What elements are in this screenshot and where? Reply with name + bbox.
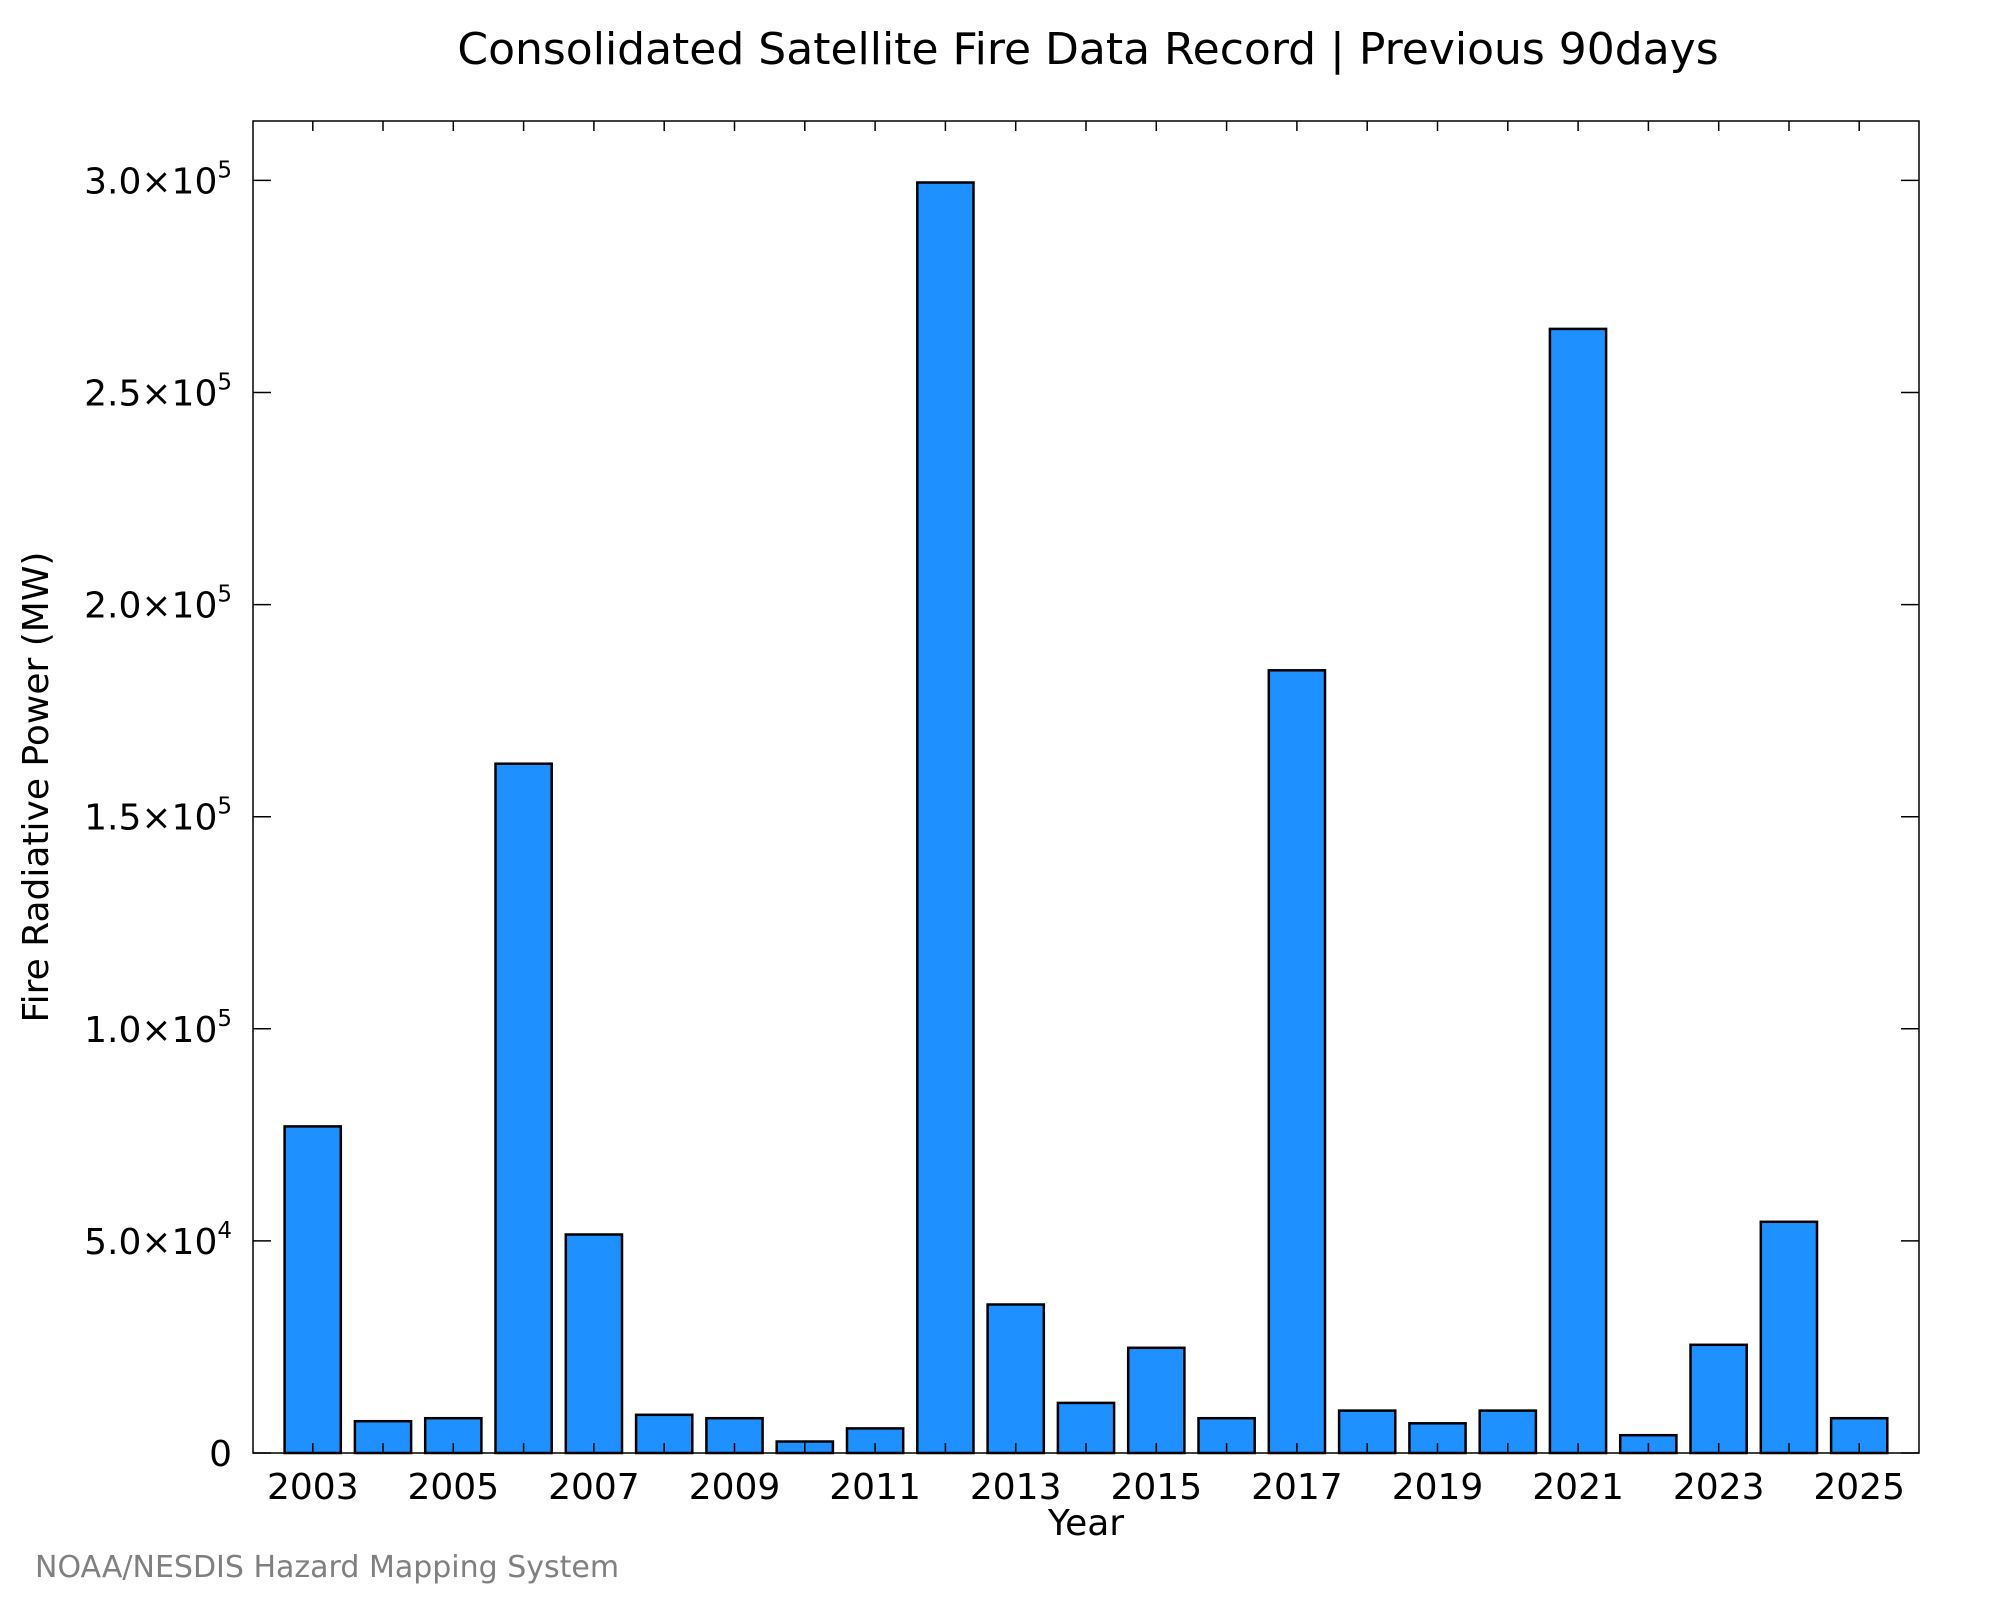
x-tick-label-2021: 2021 [1532,1467,1624,1508]
plot-frame [252,120,1920,1454]
source-note: NOAA/NESDIS Hazard Mapping System [35,1550,619,1585]
x-tick-label-2007: 2007 [548,1467,640,1508]
bar-2003 [283,1125,343,1455]
y-axis-label: Fire Radiative Power (MW) [16,552,57,1023]
x-tick-label-2013: 2013 [970,1467,1062,1508]
x-tick-label-2005: 2005 [407,1467,499,1508]
x-tick-label-2015: 2015 [1110,1467,1202,1508]
y-tick-label-200000: 2.0×105 [84,582,232,627]
bar-2006 [494,762,553,1455]
y-tick-label-0: 0 [209,1434,232,1475]
x-tick-label-2019: 2019 [1392,1467,1484,1508]
y-tick-label-300000: 3.0×105 [84,157,232,202]
x-tick-label-2011: 2011 [829,1467,921,1508]
bar-2007 [564,1233,624,1455]
x-tick-label-2025: 2025 [1813,1467,1905,1508]
bars-layer [283,181,1889,1455]
y-tick-label-50000: 5.0×104 [84,1218,232,1263]
bar-2021 [1548,327,1608,1455]
x-tick-label-2003: 2003 [267,1467,359,1508]
bar-2013 [986,1303,1046,1455]
x-tick-label-2017: 2017 [1251,1467,1343,1508]
bar-2015 [1126,1346,1186,1455]
bar-2017 [1267,669,1327,1455]
x-tick-label-2009: 2009 [689,1467,781,1508]
y-tick-label-100000: 1.0×105 [84,1006,232,1051]
chart-title: Consolidated Satellite Fire Data Record … [457,24,1718,75]
x-axis-label: Year [1047,1503,1124,1544]
bar-2012 [916,181,975,1455]
y-tick-label-250000: 2.5×105 [84,370,232,415]
bar-2024 [1759,1220,1819,1455]
bar-2023 [1689,1343,1748,1455]
y-tick-label-150000: 1.5×105 [84,794,232,839]
ticks-layer: 2003 2005 2007 2009 2011 2013 2015 2017 2019 2021… [84,121,1919,1508]
x-tick-label-2023: 2023 [1673,1467,1765,1508]
